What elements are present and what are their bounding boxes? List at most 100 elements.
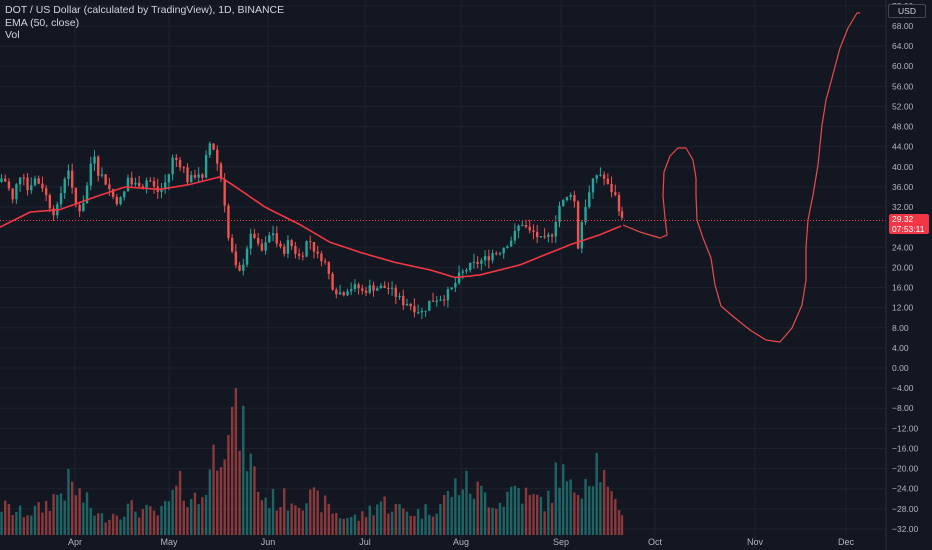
candle-body	[297, 253, 301, 256]
volume-bar	[620, 515, 624, 535]
candle-body	[301, 255, 305, 257]
volume-bar	[52, 494, 55, 535]
y-tick-label: 4.00	[892, 343, 909, 353]
volume-bar	[82, 502, 85, 535]
volume-bar	[524, 487, 528, 535]
volume-bar	[212, 444, 215, 535]
candle-body	[212, 143, 215, 150]
volume-bar	[509, 486, 513, 535]
candle-body	[290, 240, 293, 247]
candle-body	[48, 195, 52, 209]
volume-bar	[126, 503, 130, 535]
volume-bar	[387, 513, 390, 535]
candle-body	[565, 196, 569, 201]
x-tick-label: Jun	[261, 537, 276, 547]
candle-body	[18, 177, 22, 185]
volume-bar	[517, 487, 520, 535]
candle-body	[197, 174, 200, 178]
volume-bar	[402, 508, 405, 535]
volume-bar	[428, 514, 431, 535]
volume-bar	[301, 510, 305, 535]
drawing-path	[622, 12, 860, 343]
candle-body	[97, 156, 100, 176]
candle-body	[390, 287, 394, 289]
candle-body	[331, 273, 334, 290]
candle-body	[442, 299, 446, 301]
y-tick-label: −28.00	[892, 504, 919, 514]
candle-body	[4, 178, 7, 182]
volume-bar	[238, 450, 241, 535]
candle-body	[279, 243, 282, 247]
volume-bar	[357, 520, 360, 535]
volume-bar	[420, 518, 424, 535]
candle-body	[446, 289, 450, 301]
volume-bar	[245, 471, 249, 535]
candle-body	[123, 191, 126, 198]
volume-bar	[584, 478, 587, 535]
volume-bar	[186, 507, 189, 535]
volume-bar	[513, 485, 517, 535]
candle-body	[323, 261, 327, 263]
candle-body	[100, 174, 104, 176]
volume-bar	[565, 481, 569, 535]
volume-bar	[472, 498, 476, 535]
currency-label[interactable]: USD	[888, 4, 926, 18]
candle-body	[85, 185, 89, 204]
volume-bar	[439, 504, 442, 535]
volume-bar	[160, 506, 163, 535]
candle-body	[37, 178, 40, 184]
candle-body	[264, 242, 267, 251]
y-tick-label: 64.00	[892, 41, 914, 51]
volume-bar	[33, 505, 37, 535]
y-tick-label: 52.00	[892, 101, 914, 111]
y-tick-label: 32.00	[892, 202, 914, 212]
candle-body	[305, 241, 308, 257]
candle-body	[178, 159, 182, 168]
candle-body	[41, 183, 44, 189]
candle-body	[588, 192, 591, 208]
candle-body	[130, 177, 133, 185]
volume-bar	[588, 486, 591, 535]
candle-body	[271, 233, 275, 236]
volume-bar	[383, 496, 386, 535]
candle-body	[368, 285, 371, 293]
volume-bar	[576, 495, 580, 535]
candle-body	[338, 292, 342, 295]
candle-body	[286, 240, 290, 254]
volume-bar	[394, 504, 398, 535]
volume-bar	[253, 466, 256, 535]
volume-bar	[59, 493, 63, 535]
volume-indicator-label[interactable]: Vol	[5, 29, 20, 41]
volume-bar	[346, 518, 349, 535]
candle-body	[175, 157, 178, 160]
candle-body	[554, 221, 557, 237]
freehand-drawing[interactable]	[622, 12, 860, 343]
volume-bar	[18, 505, 22, 535]
candle-body	[576, 201, 580, 249]
volume-bar	[550, 502, 554, 535]
candle-body	[483, 256, 487, 261]
ema-indicator-label[interactable]: EMA (50, close)	[5, 16, 80, 29]
candle-body	[569, 194, 572, 197]
volume-bar	[331, 513, 334, 535]
volume-bar	[7, 504, 11, 535]
candle-body	[78, 204, 81, 212]
candle-body	[256, 237, 260, 244]
x-tick-label: Oct	[648, 537, 663, 547]
volume-bar	[461, 489, 464, 535]
volume-bar	[67, 468, 70, 535]
candle-body	[115, 196, 119, 205]
time-axis[interactable]: Apr May Jun Jul Aug Sep Oct Nov Dec	[68, 537, 855, 547]
candle-body	[208, 143, 212, 155]
volume-bar	[85, 492, 89, 535]
volume-bar	[44, 500, 48, 535]
candle-body	[398, 296, 401, 298]
last-price-badge: 29.32 07:53:11	[889, 214, 929, 234]
candle-body	[409, 303, 412, 307]
volume-bar	[115, 515, 119, 535]
symbol-title[interactable]: DOT / US Dollar (calculated by TradingVi…	[5, 4, 285, 16]
candle-body	[547, 234, 550, 237]
volume-bar	[190, 499, 193, 535]
